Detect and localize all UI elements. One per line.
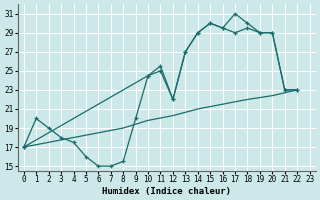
X-axis label: Humidex (Indice chaleur): Humidex (Indice chaleur) [102, 187, 231, 196]
